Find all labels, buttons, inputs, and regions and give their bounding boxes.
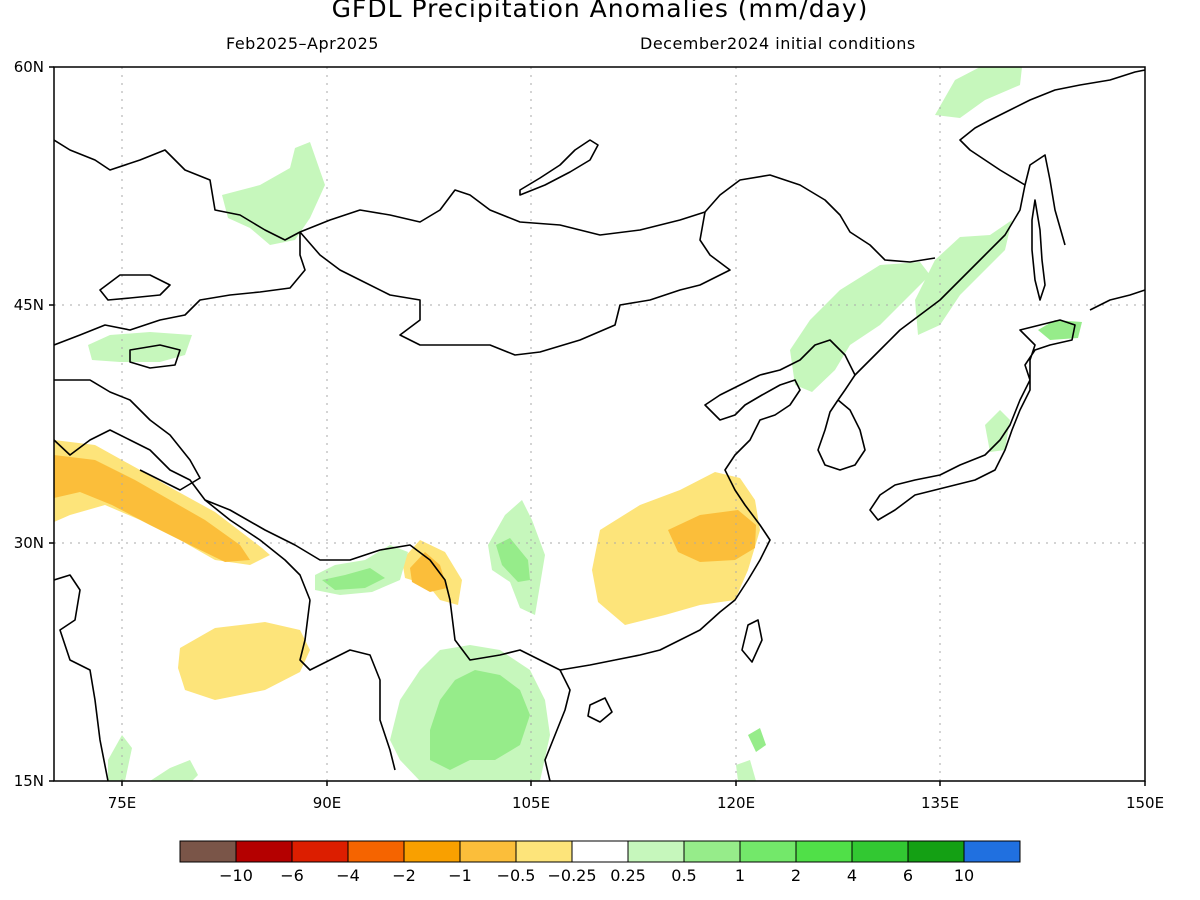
lat-tick-60: 60N bbox=[14, 58, 44, 76]
colorbar-swatch bbox=[403, 840, 461, 863]
colorbar-swatch bbox=[907, 840, 965, 863]
initial-conditions: December2024 initial conditions bbox=[640, 34, 916, 53]
colorbar-swatch bbox=[739, 840, 797, 863]
anomaly-region-sichuan-core bbox=[496, 538, 530, 582]
colorbar-swatch bbox=[515, 840, 573, 863]
anomaly-region-south-india bbox=[108, 735, 132, 781]
colorbar-swatch bbox=[571, 840, 629, 863]
colorbar-label: 6 bbox=[903, 866, 913, 885]
colorbar-label: −1 bbox=[448, 866, 472, 885]
anomaly-region-kazakh bbox=[88, 332, 192, 362]
colorbar-label: −0.25 bbox=[547, 866, 596, 885]
map-frame bbox=[53, 66, 1146, 782]
colorbar-label: −4 bbox=[336, 866, 360, 885]
anomaly-shading bbox=[54, 67, 1082, 781]
anomaly-region-luzon-2 bbox=[736, 760, 756, 781]
colorbar-swatch bbox=[235, 840, 293, 863]
anomaly-region-indochina-core bbox=[430, 670, 530, 770]
lon-tick-labels: 75E 90E 105E 120E 135E 150E bbox=[108, 794, 1164, 812]
lat-tick-15: 15N bbox=[14, 772, 44, 790]
colorbar-swatch bbox=[963, 840, 1021, 863]
colorbar-swatch bbox=[459, 840, 517, 863]
anomaly-region-yangtze bbox=[592, 472, 760, 625]
lat-tick-45: 45N bbox=[14, 296, 44, 314]
colorbar-label: 1 bbox=[735, 866, 745, 885]
anomaly-region-central-india bbox=[178, 622, 310, 700]
colorbar-label: −6 bbox=[280, 866, 304, 885]
colorbar-swatch bbox=[851, 840, 909, 863]
colorbar-swatch bbox=[347, 840, 405, 863]
anomaly-region-honshu bbox=[985, 410, 1010, 452]
anomaly-region-luzon bbox=[748, 728, 766, 752]
colorbar-swatch bbox=[179, 840, 237, 863]
tick-marks bbox=[49, 66, 1146, 786]
colorbar-label: −10 bbox=[219, 866, 253, 885]
colorbar-label: −0.5 bbox=[497, 866, 536, 885]
map-title: GFDL Precipitation Anomalies (mm/day) bbox=[331, 0, 869, 23]
lon-tick-120: 120E bbox=[717, 794, 755, 812]
colorbar: −10 −6 −4 −2 −1 −0.5 −0.25 0.25 0.5 1 2 4 6 10 bbox=[179, 840, 1021, 885]
colorbar-label: 4 bbox=[847, 866, 857, 885]
anomaly-region-bay-bengal bbox=[150, 760, 198, 781]
colorbar-swatch bbox=[627, 840, 685, 863]
graticule bbox=[54, 67, 1145, 781]
colorbar-label: 0.25 bbox=[610, 866, 646, 885]
lat-tick-30: 30N bbox=[14, 534, 44, 552]
anomaly-region-balkhash bbox=[222, 142, 325, 245]
colorbar-label: −2 bbox=[392, 866, 416, 885]
anomaly-region-himalaya-core bbox=[54, 455, 250, 562]
lon-tick-150: 150E bbox=[1126, 794, 1164, 812]
colorbar-label: 2 bbox=[791, 866, 801, 885]
lon-tick-135: 135E bbox=[921, 794, 959, 812]
anomaly-region-assam-core bbox=[322, 568, 385, 590]
lon-tick-105: 105E bbox=[512, 794, 550, 812]
colorbar-label: 0.5 bbox=[671, 866, 696, 885]
coastlines bbox=[54, 69, 1145, 781]
forecast-period: Feb2025–Apr2025 bbox=[226, 34, 379, 53]
colorbar-swatch bbox=[291, 840, 349, 863]
anomaly-region-yunnan-core bbox=[410, 552, 447, 592]
anomaly-region-northeast-china bbox=[790, 262, 930, 392]
lon-tick-75: 75E bbox=[108, 794, 137, 812]
lat-tick-labels: 60N 45N 30N 15N bbox=[14, 58, 44, 790]
anomaly-region-hokkaido bbox=[1038, 320, 1082, 340]
anomaly-region-yangtze-core bbox=[668, 510, 756, 562]
lon-tick-90: 90E bbox=[313, 794, 342, 812]
colorbar-label: 10 bbox=[954, 866, 974, 885]
anomaly-region-okhotsk bbox=[935, 67, 1022, 118]
colorbar-swatch bbox=[795, 840, 853, 863]
colorbar-swatch bbox=[683, 840, 741, 863]
